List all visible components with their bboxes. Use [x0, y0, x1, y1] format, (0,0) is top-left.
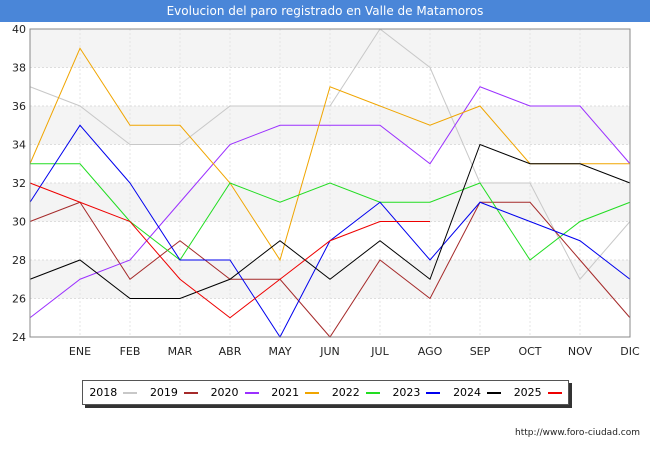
x-tick-label: MAR: [168, 345, 193, 358]
legend-label: 2025: [513, 386, 542, 399]
legend-swatch: [244, 391, 259, 394]
legend-item-2024: 2024: [453, 386, 502, 399]
legend-item-2023: 2023: [392, 386, 441, 399]
y-tick-label: 26: [12, 293, 26, 306]
series-line-2024: [29, 143, 631, 299]
x-tick-label: NOV: [568, 345, 593, 358]
legend-swatch: [123, 391, 138, 394]
legend-swatch: [426, 391, 441, 394]
x-tick-label: FEB: [120, 345, 141, 358]
x-axis-ticks: ENE FEB MAR ABR MAY JUN JUL AGO SEP OCT NOV DIC: [69, 345, 640, 358]
legend-label: 2022: [331, 386, 360, 399]
y-tick-label: 36: [12, 100, 26, 113]
x-tick-label: AGO: [418, 345, 443, 358]
legend-item-2018: 2018: [89, 386, 138, 399]
x-tick-label: SEP: [470, 345, 491, 358]
series-line-2020: [29, 86, 631, 319]
legend-item-2019: 2019: [150, 386, 198, 399]
x-tick-label: JUN: [319, 345, 340, 358]
y-axis-ticks: 24 26 28 30 32 34 36 38 40: [12, 23, 26, 344]
x-tick-label: ABR: [219, 345, 242, 358]
x-tick-label: OCT: [518, 345, 541, 358]
series-line-2018: [29, 28, 631, 281]
y-tick-label: 38: [12, 62, 26, 75]
legend: 2018 2019 2020 2021 2022 2023 2024 2025: [82, 380, 569, 405]
y-tick-label: 40: [12, 23, 26, 36]
x-tick-label: DIC: [620, 345, 640, 358]
legend-label: 2024: [453, 386, 482, 399]
legend-swatch: [487, 391, 502, 394]
legend-swatch: [547, 391, 562, 394]
legend-item-2021: 2021: [271, 386, 320, 399]
y-tick-label: 24: [12, 331, 26, 344]
y-tick-label: 28: [12, 254, 26, 267]
plot-frame: [29, 28, 631, 338]
y-tick-label: 32: [12, 177, 26, 190]
legend-label: 2020: [210, 386, 239, 399]
series-line-2025: [29, 182, 430, 319]
chart-title: Evolucion del paro registrado en Valle d…: [0, 0, 650, 22]
y-tick-label: 34: [12, 139, 26, 152]
series-lines: [29, 28, 631, 338]
x-tick-label: JUL: [370, 345, 389, 358]
x-tick-label: ENE: [69, 345, 91, 358]
legend-item-2022: 2022: [332, 386, 380, 399]
y-tick-label: 30: [12, 216, 26, 229]
x-tick-label: MAY: [269, 345, 292, 358]
legend-label: 2019: [149, 386, 178, 399]
legend-swatch: [183, 391, 198, 394]
source-url: http://www.foro-ciudad.com: [515, 428, 640, 438]
legend-item-2025: 2025: [514, 386, 562, 399]
legend-swatch: [305, 391, 320, 394]
legend-label: 2018: [89, 386, 118, 399]
legend-label: 2021: [271, 386, 300, 399]
legend-label: 2023: [392, 386, 421, 399]
legend-item-2020: 2020: [211, 386, 259, 399]
legend-swatch: [365, 391, 380, 394]
